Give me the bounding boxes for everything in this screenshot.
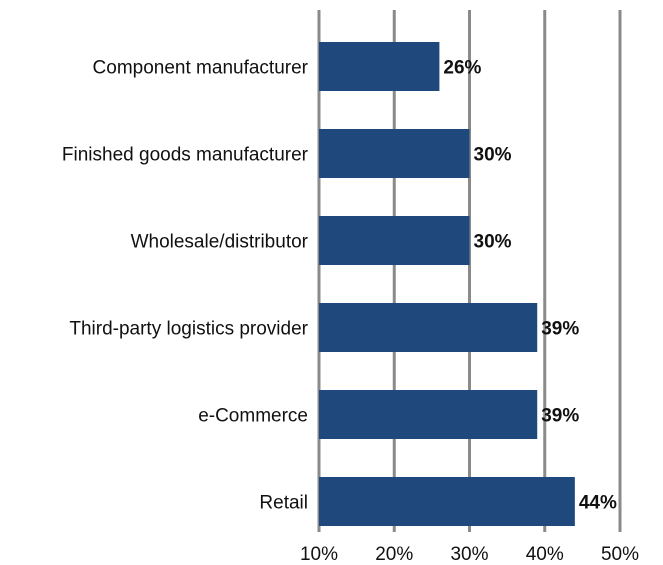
x-tick-label: 20% [375,544,413,565]
category-label: Finished goods manufacturer [62,145,309,166]
bar [319,303,538,352]
x-tick-label: 30% [450,544,488,565]
category-label: Retail [259,493,308,514]
data-label: 26% [443,58,481,79]
bar [319,216,470,265]
x-tick-label: 10% [300,544,338,565]
data-labels: 26% 30% 30% 39% 39% 44% [443,58,617,514]
x-tick-label: 40% [526,544,564,565]
data-label: 39% [541,406,579,427]
bar [319,390,538,439]
bars [319,42,575,526]
category-labels: Component manufacturer Finished goods man… [62,58,309,514]
gridlines [317,10,622,532]
category-label: Component manufacturer [93,58,309,79]
data-label: 39% [541,319,579,340]
bar [319,42,440,91]
x-axis-tick-labels: 10% 20% 30% 40% 50% [300,544,639,565]
bar [319,477,575,526]
bar [319,129,470,178]
data-label: 44% [579,493,617,514]
data-label: 30% [474,145,512,166]
data-label: 30% [474,232,512,253]
category-label: e-Commerce [198,406,308,427]
category-label: Wholesale/distributor [131,232,309,253]
x-tick-label: 50% [601,544,639,565]
category-label: Third-party logistics provider [69,319,308,340]
